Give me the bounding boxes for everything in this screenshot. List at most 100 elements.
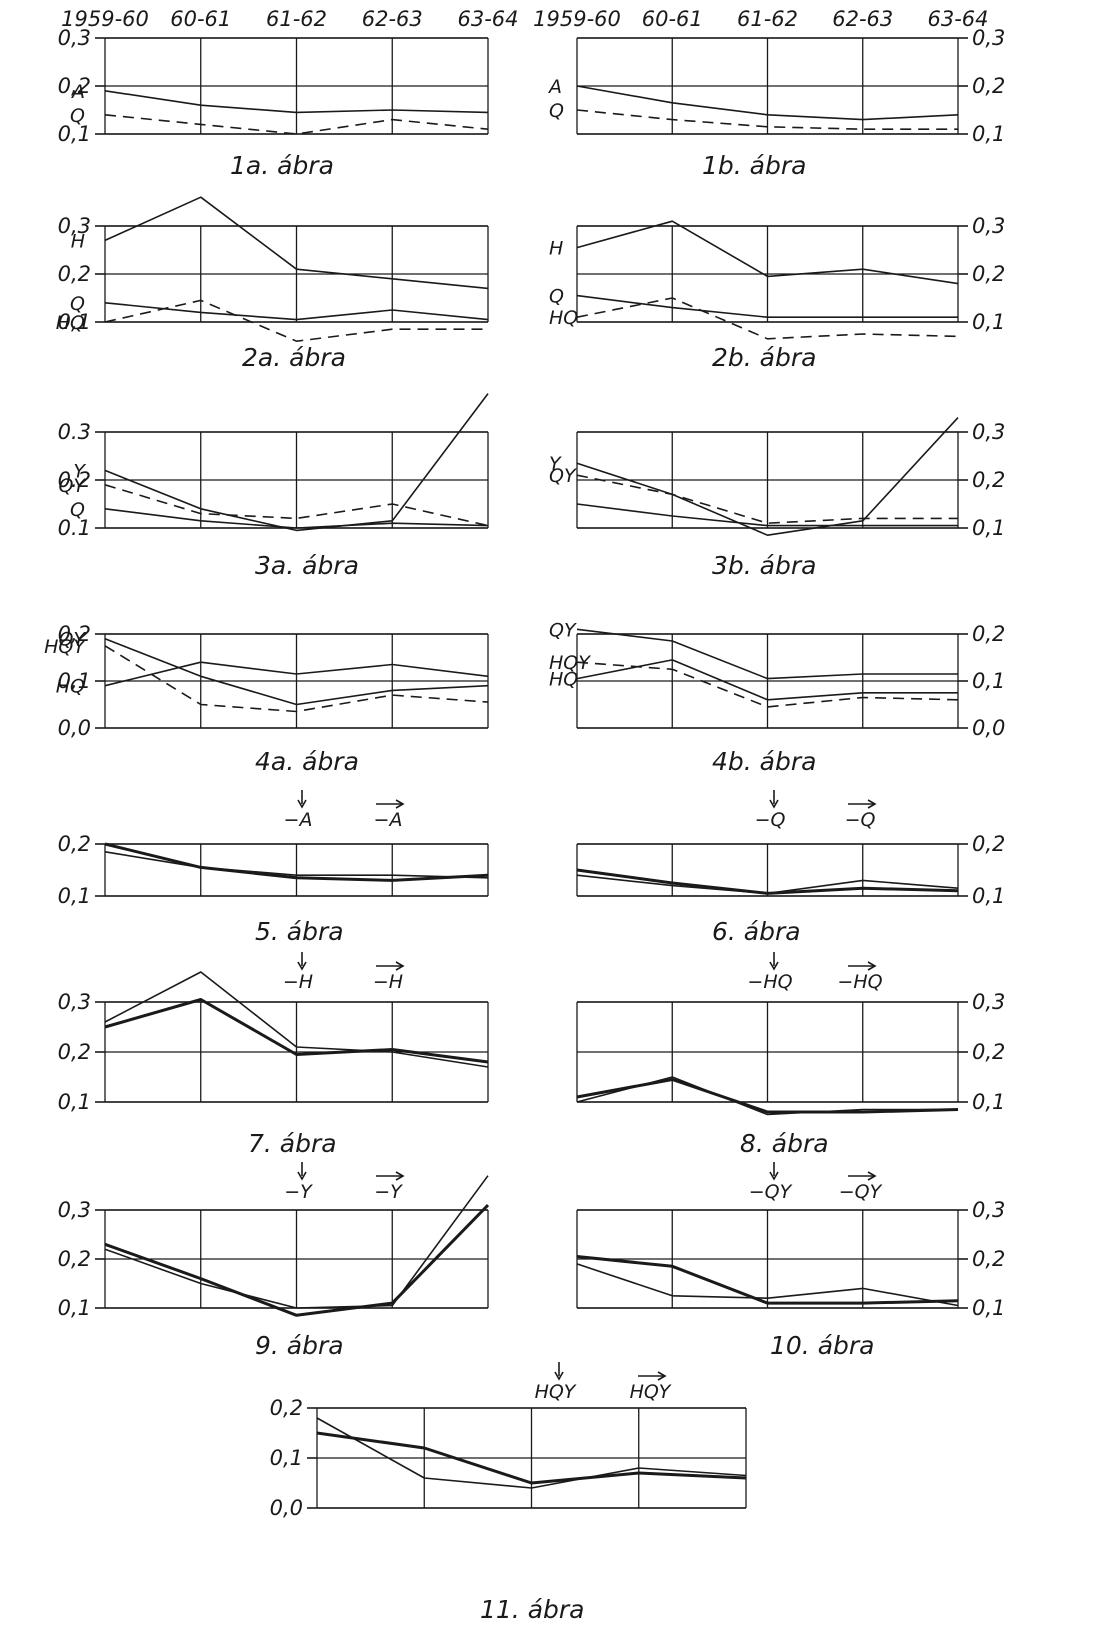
- series-label: QY: [58, 629, 86, 651]
- chart-5: 0,1 0,2 −A −A 5. ábra: [58, 790, 489, 946]
- series-line: [576, 868, 959, 895]
- y-tick-label: 0,1: [972, 122, 1005, 146]
- y-tick-label: 0,1: [972, 669, 1005, 693]
- series-label: H: [549, 238, 563, 260]
- y-tick-label: 0,3: [58, 214, 91, 238]
- down-arrow-head-icon: [769, 799, 779, 809]
- y-tick-label: 0,2: [972, 1247, 1005, 1271]
- chart-10: 0,1 0,2 0,3 −QY −QY 10. ábra: [576, 1162, 1005, 1360]
- series-label: Y: [73, 460, 86, 482]
- series-line: [104, 1204, 490, 1317]
- header-series-label: −Y: [284, 1181, 313, 1203]
- chart-caption: 10. ábra: [770, 1331, 875, 1360]
- series-line: [576, 220, 959, 285]
- series-line: [104, 196, 489, 290]
- series-label: QY: [58, 475, 86, 497]
- series-label: H: [71, 230, 85, 252]
- header-series-label: −Q: [755, 809, 786, 831]
- series-line: [104, 637, 489, 706]
- series-line: [576, 503, 958, 527]
- series-line: [104, 1175, 489, 1309]
- chart-1b: 0,1 0,2 0,3 1959-60 60-61 61-62 62-63 63-64 AQ 1b…: [533, 7, 1005, 180]
- y-tick-label: 0,1: [972, 884, 1005, 908]
- series-label: Q: [70, 499, 85, 521]
- chart-caption: 1b. ábra: [702, 151, 806, 180]
- y-tick-label: 0,1: [270, 1446, 303, 1470]
- series-label: A: [547, 76, 562, 98]
- y-tick-label: 0,3: [58, 1198, 91, 1222]
- series-line: [576, 659, 958, 701]
- y-tick-label: 0,2: [58, 262, 91, 286]
- right-arrow-head-icon: [867, 799, 877, 809]
- y-tick-label: 0,1: [972, 516, 1005, 540]
- series-line: [576, 417, 959, 537]
- y-tick-label: 0,1: [58, 1296, 91, 1320]
- chart-7: 0,1 0,2 0,3 −H −H 7. ábra: [58, 952, 489, 1158]
- chart-caption: 1a. ábra: [230, 151, 334, 180]
- series-label: Q: [70, 293, 85, 315]
- y-tick-label: 0.1: [58, 516, 91, 540]
- y-tick-label: 0,2: [58, 832, 91, 856]
- y-tick-label: 0.2: [58, 468, 91, 492]
- right-arrow-head-icon: [395, 961, 405, 971]
- y-tick-label: 0,2: [58, 1247, 91, 1271]
- chart-caption: 3a. ábra: [255, 551, 359, 580]
- x-tick-label: 60-61: [642, 7, 703, 31]
- chart-caption: 4b. ábra: [712, 747, 816, 776]
- series-label: HQ: [549, 669, 578, 691]
- x-tick-label: 62-63: [362, 7, 423, 31]
- right-arrow-head-icon: [867, 1171, 877, 1181]
- y-tick-label: 0,2: [58, 1040, 91, 1064]
- y-tick-label: 0,2: [972, 832, 1005, 856]
- y-tick-label: 0,3: [58, 26, 91, 50]
- chart-caption: 2b. ábra: [712, 343, 816, 372]
- x-tick-label: 63-64: [457, 7, 518, 31]
- y-tick-label: 0,2: [972, 74, 1005, 98]
- y-tick-label: 0.3: [58, 420, 91, 444]
- series-line: [576, 474, 958, 525]
- series-line: [104, 114, 489, 135]
- series-line: [104, 645, 489, 713]
- header-series-label: −QY: [839, 1181, 883, 1203]
- chart-caption: 3b. ábra: [712, 551, 816, 580]
- y-tick-label: 0,3: [972, 990, 1005, 1014]
- right-arrow-head-icon: [657, 1371, 667, 1381]
- chart-9: 0,1 0,2 0,3 −Y −Y 9. ábra: [58, 1162, 490, 1360]
- header-series-label: −HQ: [747, 971, 792, 993]
- y-tick-label: 0,3: [972, 1198, 1005, 1222]
- series-line: [104, 661, 489, 687]
- y-tick-label: 0,0: [972, 716, 1005, 740]
- series-line: [104, 484, 489, 527]
- series-line: [104, 299, 488, 343]
- y-tick-label: 0,2: [58, 622, 91, 646]
- series-label: Y: [549, 453, 562, 475]
- x-tick-label: 60-61: [170, 7, 231, 31]
- down-arrow-head-icon: [769, 1171, 779, 1181]
- chart-caption: 6. ábra: [712, 917, 801, 946]
- chart-caption: 7. ábra: [248, 1129, 337, 1158]
- series-line: [576, 297, 959, 340]
- y-tick-label: 0,1: [972, 310, 1005, 334]
- header-series-label: −A: [284, 809, 313, 831]
- series-label: QY: [549, 619, 577, 641]
- y-tick-label: 0,2: [972, 622, 1005, 646]
- series-label: HQY: [549, 652, 591, 674]
- y-tick-label: 0,2: [972, 468, 1005, 492]
- y-tick-label: 0,3: [972, 26, 1005, 50]
- series-line: [104, 302, 489, 321]
- y-tick-label: 0,1: [58, 1090, 91, 1114]
- series-line: [104, 90, 489, 114]
- x-tick-label: 62-63: [832, 7, 893, 31]
- series-label: QY: [549, 465, 577, 487]
- series-label: HQ: [56, 676, 85, 698]
- y-tick-label: 0,3: [58, 990, 91, 1014]
- down-arrow-head-icon: [554, 1371, 564, 1381]
- header-series-label: −HQ: [837, 971, 882, 993]
- chart-caption: 2a. ábra: [242, 343, 346, 372]
- y-tick-label: 0,1: [972, 1090, 1005, 1114]
- series-line: [104, 971, 489, 1068]
- right-arrow-head-icon: [395, 1171, 405, 1181]
